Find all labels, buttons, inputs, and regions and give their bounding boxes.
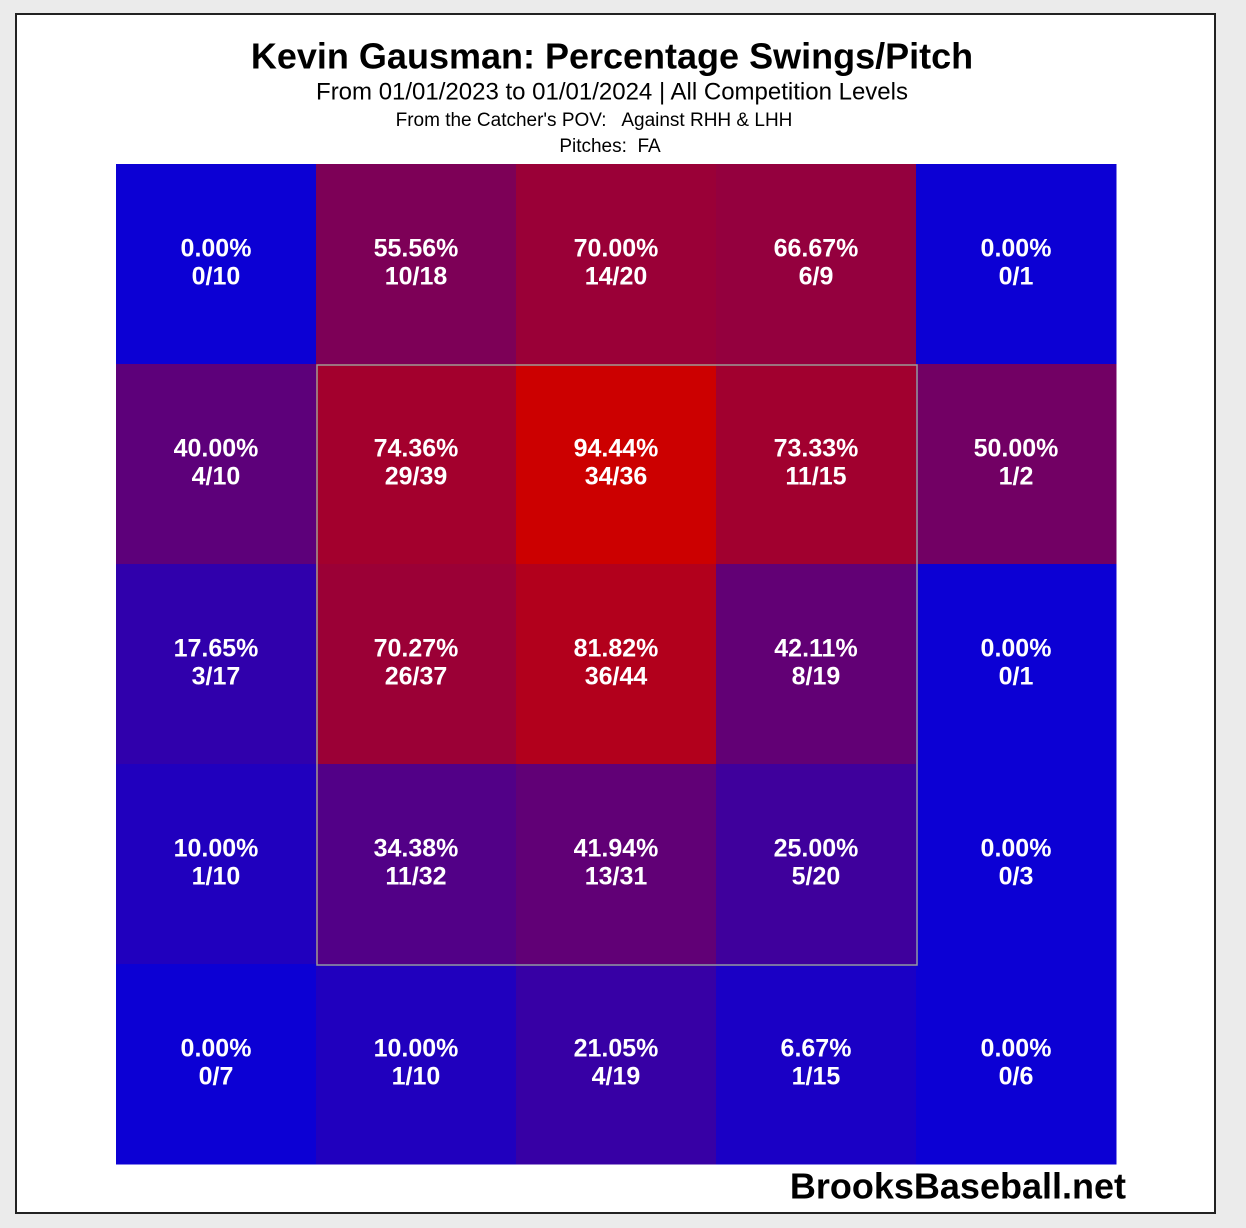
cell-value-label: 10.00% <box>374 1035 459 1063</box>
cell-value-label: 42.11% <box>774 635 857 663</box>
cell-value-label: 0.00% <box>981 1035 1052 1063</box>
heat-cell <box>516 564 717 765</box>
heat-cell <box>516 964 717 1165</box>
cell-count-label: 36/44 <box>585 663 648 691</box>
cell-value-label: 66.67% <box>774 235 859 263</box>
cell-value-label: 6.67% <box>781 1035 852 1063</box>
heat-cell <box>316 164 517 365</box>
heat-cell <box>516 764 717 965</box>
heat-cell <box>316 564 517 765</box>
cell-count-label: 0/7 <box>199 1063 234 1091</box>
cell-value-label: 25.00% <box>774 835 859 863</box>
cell-count-label: 0/3 <box>999 863 1034 891</box>
cell-value-label: 10.00% <box>174 835 259 863</box>
cell-count-label: 0/10 <box>192 263 241 291</box>
heat-cell <box>316 964 517 1165</box>
cell-value-label: 17.65% <box>174 635 259 663</box>
heat-cell <box>916 564 1117 765</box>
heat-cell <box>716 964 917 1165</box>
cell-value-label: 0.00% <box>981 235 1052 263</box>
heat-cell <box>116 164 317 365</box>
heat-cell <box>116 764 317 965</box>
cell-value-label: 34.38% <box>374 835 459 863</box>
cell-value-label: 0.00% <box>981 635 1052 663</box>
cell-count-label: 11/15 <box>785 463 846 491</box>
heat-cell <box>916 364 1117 565</box>
heat-cell <box>716 564 917 765</box>
cell-value-label: 50.00% <box>974 435 1059 463</box>
heat-cell <box>316 764 517 965</box>
heat-cell <box>116 564 317 765</box>
heat-cell <box>916 964 1117 1165</box>
heat-cell <box>716 364 917 565</box>
heat-cell <box>716 164 917 365</box>
heat-cell <box>516 364 717 565</box>
heat-cell <box>116 364 317 565</box>
cell-count-label: 4/10 <box>192 463 241 491</box>
heat-cell <box>516 164 717 365</box>
cell-count-label: 1/10 <box>192 863 241 891</box>
chart-pitches: Pitches: FA <box>559 136 661 157</box>
cell-value-label: 74.36% <box>374 435 459 463</box>
cell-count-label: 5/20 <box>792 863 841 891</box>
cell-value-label: 0.00% <box>181 1035 252 1063</box>
cell-count-label: 0/1 <box>999 263 1034 291</box>
cell-count-label: 3/17 <box>192 663 241 691</box>
cell-count-label: 29/39 <box>385 463 448 491</box>
heat-cell <box>916 164 1117 365</box>
cell-count-label: 13/31 <box>585 863 648 891</box>
cell-count-label: 0/1 <box>999 663 1034 691</box>
cell-value-label: 70.00% <box>574 235 659 263</box>
cell-value-label: 94.44% <box>574 435 659 463</box>
cell-value-label: 81.82% <box>574 635 659 663</box>
cell-count-label: 1/10 <box>392 1063 441 1091</box>
chart-title: Kevin Gausman: Percentage Swings/Pitch <box>251 36 973 77</box>
source: BrooksBaseball.net <box>790 1166 1126 1207</box>
cell-count-label: 1/2 <box>999 463 1034 491</box>
heat-cell <box>316 364 517 565</box>
cell-value-label: 41.94% <box>574 835 659 863</box>
cell-value-label: 70.27% <box>374 635 459 663</box>
cell-count-label: 11/32 <box>385 863 446 891</box>
cell-value-label: 55.56% <box>374 235 459 263</box>
cell-count-label: 6/9 <box>799 263 834 291</box>
cell-count-label: 8/19 <box>792 663 841 691</box>
cell-value-label: 21.05% <box>574 1035 659 1063</box>
cell-count-label: 26/37 <box>385 663 448 691</box>
cell-count-label: 1/15 <box>792 1063 841 1091</box>
cell-count-label: 4/19 <box>592 1063 641 1091</box>
cell-count-label: 10/18 <box>385 263 448 291</box>
cell-count-label: 0/6 <box>999 1063 1034 1091</box>
cell-value-label: 40.00% <box>174 435 259 463</box>
chart-note: From the Catcher's POV: Against RHH & LH… <box>396 110 793 131</box>
heat-cell <box>716 764 917 965</box>
heat-cell <box>116 964 317 1165</box>
heat-cell <box>916 764 1117 965</box>
cell-count-label: 14/20 <box>585 263 648 291</box>
cell-count-label: 34/36 <box>585 463 648 491</box>
cell-value-label: 0.00% <box>181 235 252 263</box>
cell-value-label: 0.00% <box>981 835 1052 863</box>
strike-zone <box>316 364 918 966</box>
cell-value-label: 73.33% <box>774 435 859 463</box>
chart-subtitle: From 01/01/2023 to 01/01/2024 | All Comp… <box>316 78 908 105</box>
